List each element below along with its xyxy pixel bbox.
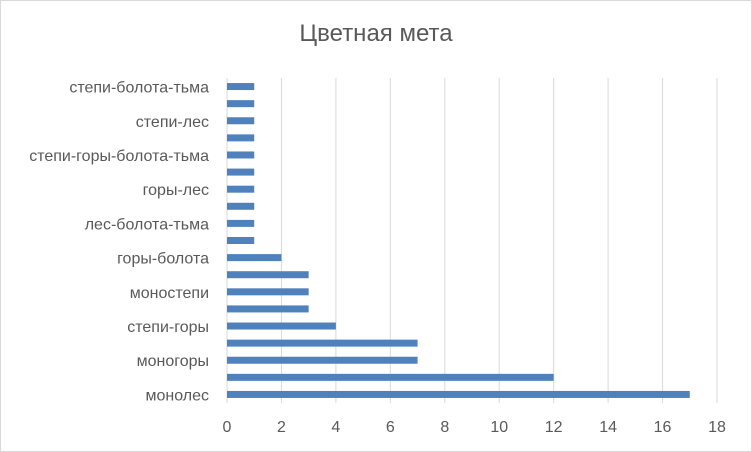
bar [227,185,255,193]
bar [227,134,255,142]
gridlines [226,78,718,403]
bar [227,219,255,227]
bar [227,168,255,176]
x-tick-label: 0 [223,419,232,436]
bar [227,202,255,210]
x-tick-label: 6 [386,419,395,436]
bar [227,151,255,159]
x-tick-label: 18 [708,419,726,436]
bar [227,356,418,364]
category-labels: монолес моногоры степи-горы моностепи горы-… [29,80,209,405]
x-tick-label: 10 [490,419,508,436]
bar [227,339,418,347]
bar [227,390,690,398]
bars [227,83,690,398]
category-label: моногоры [137,353,209,370]
bar [227,237,255,244]
category-label: горы-болота [117,251,209,268]
bar [227,83,255,91]
category-label: моностепи [130,285,209,302]
chart-title: Цветная мета [299,20,453,47]
category-label: степи-болота-тьма [69,80,209,97]
category-label: горы-лес [143,182,209,199]
bar [227,322,336,330]
category-label: лес-болота-тьма [85,216,209,233]
bar [227,100,255,108]
x-tick-label: 14 [599,419,617,436]
bar [227,288,309,296]
category-label: степи-горы-болота-тьма [29,148,209,165]
x-tick-label: 16 [654,419,672,436]
x-tick-labels: 0 2 4 6 8 10 12 14 16 18 [223,419,726,436]
category-label: степи-лес [136,114,209,131]
bar [227,305,309,313]
bar [227,117,255,125]
category-label: степи-горы [127,319,209,336]
bar [227,271,309,279]
category-label: монолес [145,387,209,404]
bar [227,373,554,381]
x-tick-label: 8 [440,419,449,436]
x-tick-label: 12 [545,419,563,436]
x-tick-label: 4 [331,419,340,436]
x-tick-label: 2 [277,419,286,436]
bar [227,254,282,262]
